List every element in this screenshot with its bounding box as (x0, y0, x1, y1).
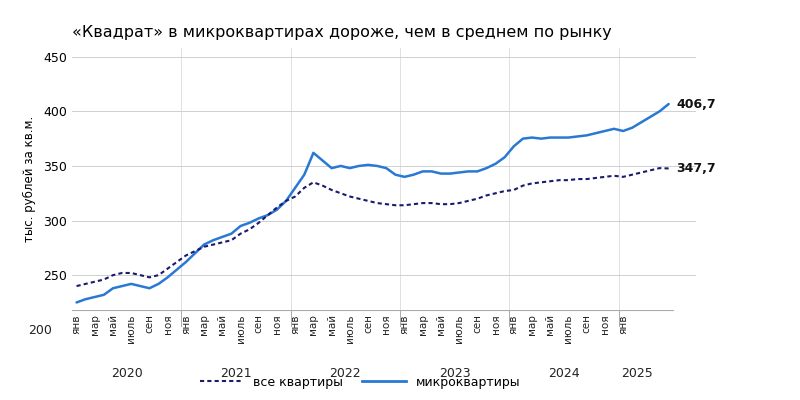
Text: ноя: ноя (162, 314, 173, 334)
Text: июль: июль (563, 314, 574, 343)
Text: янв: янв (618, 314, 628, 334)
Text: янв: янв (181, 314, 191, 334)
Text: янв: янв (71, 314, 82, 334)
Text: 2020: 2020 (110, 367, 142, 380)
Text: май: май (436, 314, 446, 335)
Text: 200: 200 (28, 324, 52, 336)
Text: мар: мар (309, 314, 318, 335)
Text: май: май (546, 314, 555, 335)
Text: май: май (108, 314, 118, 335)
Text: июль: июль (454, 314, 464, 343)
Text: мар: мар (418, 314, 428, 335)
Text: сен: сен (582, 314, 592, 333)
Text: 2022: 2022 (330, 367, 361, 380)
Text: 347,7: 347,7 (676, 162, 715, 175)
Text: июль: июль (345, 314, 355, 343)
Text: 2023: 2023 (438, 367, 470, 380)
Text: ноя: ноя (382, 314, 391, 334)
Text: мар: мар (199, 314, 209, 335)
Text: сен: сен (363, 314, 373, 333)
Text: май: май (326, 314, 337, 335)
Legend: все квартиры, микроквартиры: все квартиры, микроквартиры (194, 371, 526, 394)
Text: янв: янв (509, 314, 519, 334)
Text: июль: июль (126, 314, 136, 343)
Text: мар: мар (90, 314, 100, 335)
Text: 2024: 2024 (548, 367, 580, 380)
Text: мар: мар (527, 314, 537, 335)
Text: 2021: 2021 (220, 367, 252, 380)
Text: ноя: ноя (272, 314, 282, 334)
Text: сен: сен (145, 314, 154, 333)
Text: 2025: 2025 (621, 367, 653, 380)
Text: «Квадрат» в микроквартирах дороже, чем в среднем по рынку: «Квадрат» в микроквартирах дороже, чем в… (72, 25, 612, 40)
Text: сен: сен (254, 314, 264, 333)
Text: ноя: ноя (490, 314, 501, 334)
Y-axis label: тыс. рублей за кв.м.: тыс. рублей за кв.м. (23, 116, 36, 242)
Text: ноя: ноя (600, 314, 610, 334)
Text: сен: сен (472, 314, 482, 333)
Text: 406,7: 406,7 (676, 98, 715, 110)
Text: май: май (218, 314, 227, 335)
Text: июль: июль (235, 314, 246, 343)
Text: янв: янв (399, 314, 410, 334)
Text: янв: янв (290, 314, 300, 334)
